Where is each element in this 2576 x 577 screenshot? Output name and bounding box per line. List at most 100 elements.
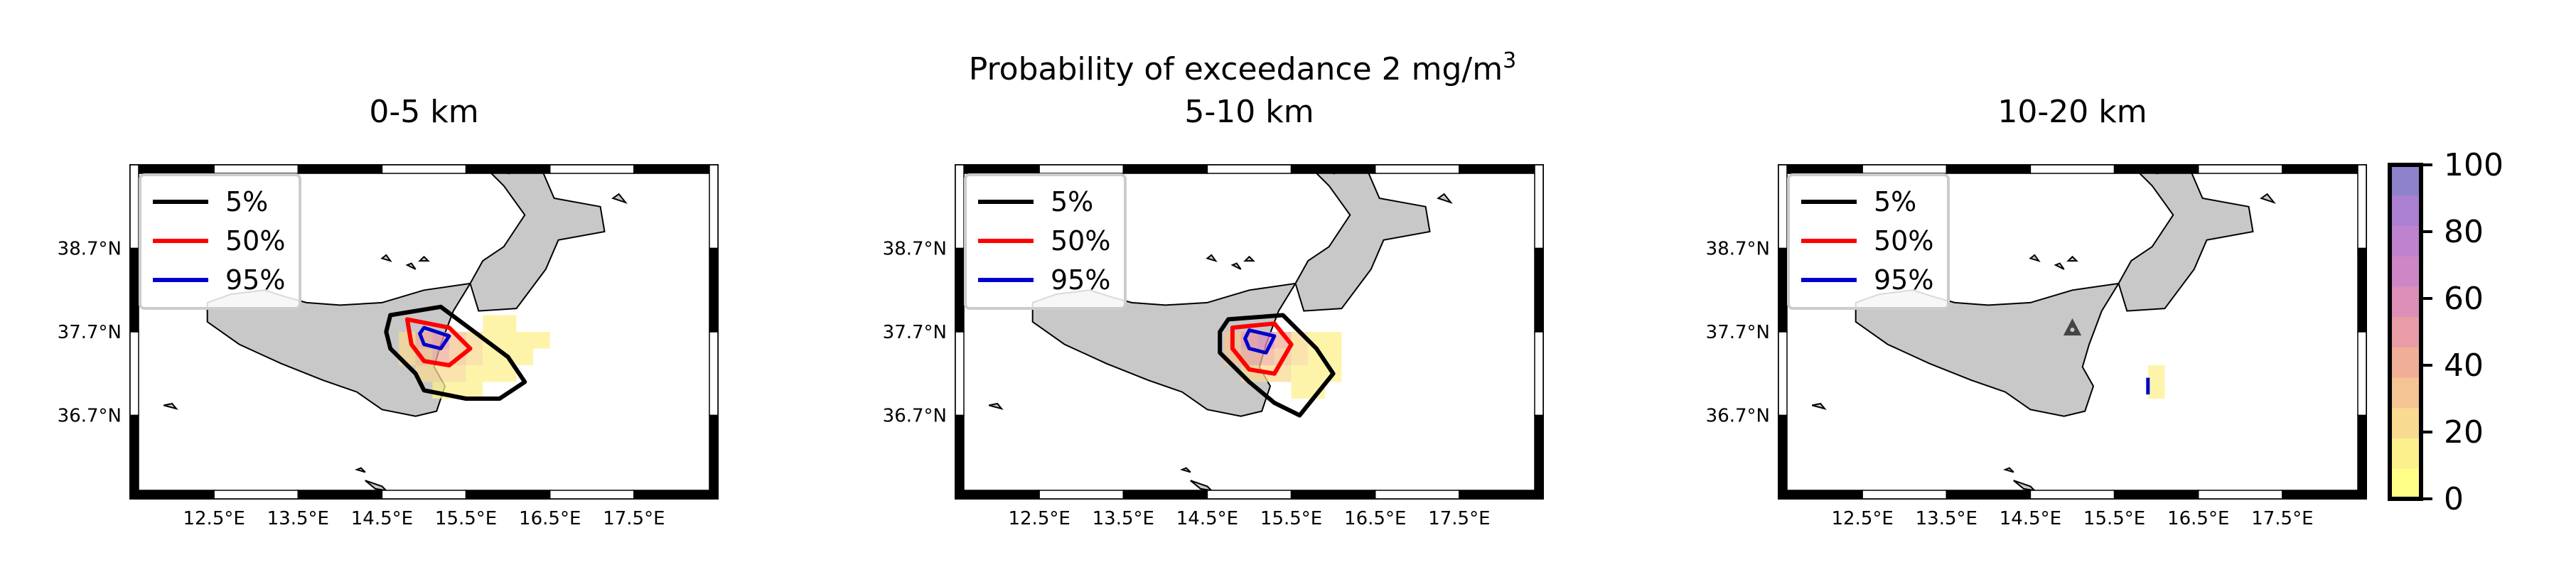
panel-title: 0-5 km: [369, 94, 478, 130]
frame-segment: [213, 164, 299, 174]
frame-segment: [129, 164, 139, 249]
frame-segment: [1039, 164, 1125, 174]
land-island: [2029, 254, 2041, 262]
land-calabria: [2118, 168, 2254, 312]
land-island: [1812, 402, 1827, 410]
lon-tick-label: 16.5°E: [1344, 508, 1406, 529]
land-island: [405, 262, 417, 270]
probability-cell: [466, 382, 483, 399]
lon-tick-label: 13.5°E: [1093, 508, 1154, 529]
colorbar-band: [2390, 468, 2421, 500]
map-panel: 0-5 km 12.5°E 13.5°E 14.5°E 15.5°E 16.5°E 17.5…: [58, 94, 719, 529]
lon-tick-label: 16.5°E: [519, 508, 581, 529]
frame-segment: [709, 414, 719, 500]
colorbar-band: [2390, 438, 2421, 469]
frame-segment: [633, 164, 719, 174]
frame-segment: [2197, 490, 2283, 500]
frame-segment: [633, 490, 719, 500]
lon-tick-label: 17.5°E: [1428, 508, 1490, 529]
frame-segment: [955, 414, 965, 500]
legend-label: 5%: [1874, 186, 1916, 217]
frame-segment: [2029, 164, 2115, 174]
probability-cell: [483, 348, 500, 365]
frame-segment: [1946, 164, 2032, 174]
colorbar-tick-label: 20: [2444, 414, 2484, 451]
frame-segment: [213, 490, 299, 500]
lon-tick-label: 12.5°E: [1831, 508, 1893, 529]
frame-segment: [1290, 490, 1376, 500]
contour-95pct: [1243, 328, 1277, 355]
colorbar-band: [2390, 225, 2421, 257]
lon-tick-label: 15.5°E: [1260, 508, 1322, 529]
frame-segment: [465, 490, 551, 500]
frame-segment: [1534, 414, 1544, 500]
probability-cell: [1324, 332, 1342, 349]
colorbar-band: [2390, 316, 2421, 347]
land-island: [1206, 254, 1218, 262]
probability-cell: [432, 365, 449, 382]
land-island: [2260, 193, 2276, 204]
legend-box: [1787, 173, 1950, 310]
colorbar-tick-label: 0: [2444, 481, 2464, 517]
frame-segment: [1778, 414, 1788, 500]
land-island: [1179, 467, 1191, 473]
frame-segment: [2357, 331, 2367, 416]
probability-cell: [466, 348, 483, 365]
frame-segment: [1862, 490, 1948, 500]
frame-segment: [1778, 490, 1863, 500]
figure-suptitle: Probability of exceedance 2 mg/m3: [969, 48, 1516, 88]
colorbar-band: [2390, 256, 2421, 287]
land-island: [1243, 255, 1255, 262]
legend-label: 95%: [1874, 264, 1933, 296]
frame-segment: [549, 490, 635, 500]
colorbar-band: [2390, 347, 2421, 378]
colorbar-band: [2390, 407, 2421, 439]
lon-tick-label: 12.5°E: [183, 508, 245, 529]
lat-tick-label: 37.7°N: [58, 322, 122, 343]
frame-segment: [955, 164, 965, 249]
probability-cell: [483, 315, 500, 332]
legend-label: 50%: [1874, 225, 1933, 257]
probability-cell: [466, 365, 483, 382]
contour-5pct: [384, 304, 527, 401]
lon-tick-label: 17.5°E: [2251, 508, 2313, 529]
frame-segment: [129, 247, 139, 333]
frame-segment: [1206, 490, 1292, 500]
lat-tick-label: 36.7°N: [1706, 406, 1770, 427]
probability-cell: [1308, 365, 1325, 382]
probability-cell: [2147, 382, 2165, 399]
frame-segment: [2282, 164, 2367, 174]
legend-label: 5%: [1051, 186, 1093, 217]
frame-segment: [955, 331, 965, 416]
legend-label: 50%: [225, 225, 285, 257]
frame-segment: [1778, 164, 1863, 174]
colorbar-band: [2390, 286, 2421, 318]
frame-segment: [129, 164, 215, 174]
lat-tick-label: 38.7°N: [58, 239, 122, 260]
frame-segment: [955, 490, 1040, 500]
legend-box: [964, 173, 1127, 310]
probability-cell: [516, 332, 534, 349]
probability-cell: [499, 315, 517, 332]
colorbar-tick-label: 100: [2444, 147, 2503, 183]
contour-50pct: [1230, 321, 1294, 376]
probability-cell: [1291, 365, 1309, 382]
land-island: [1230, 262, 1242, 270]
lon-tick-label: 14.5°E: [2000, 508, 2061, 529]
legend-label: 95%: [225, 264, 285, 296]
frame-segment: [709, 164, 719, 249]
lat-tick-label: 38.7°N: [883, 239, 947, 260]
frame-segment: [129, 331, 139, 416]
lat-tick-label: 36.7°N: [883, 406, 947, 427]
land-island: [2054, 262, 2065, 270]
legend-label: 95%: [1051, 264, 1110, 296]
contour-50pct: [404, 317, 473, 367]
contour-5pct: [1218, 313, 1336, 418]
probability-cell: [1291, 382, 1309, 399]
probability-cell: [499, 332, 517, 349]
frame-segment: [1778, 164, 1788, 249]
frame-segment: [709, 331, 719, 416]
frame-segment: [1459, 490, 1544, 500]
